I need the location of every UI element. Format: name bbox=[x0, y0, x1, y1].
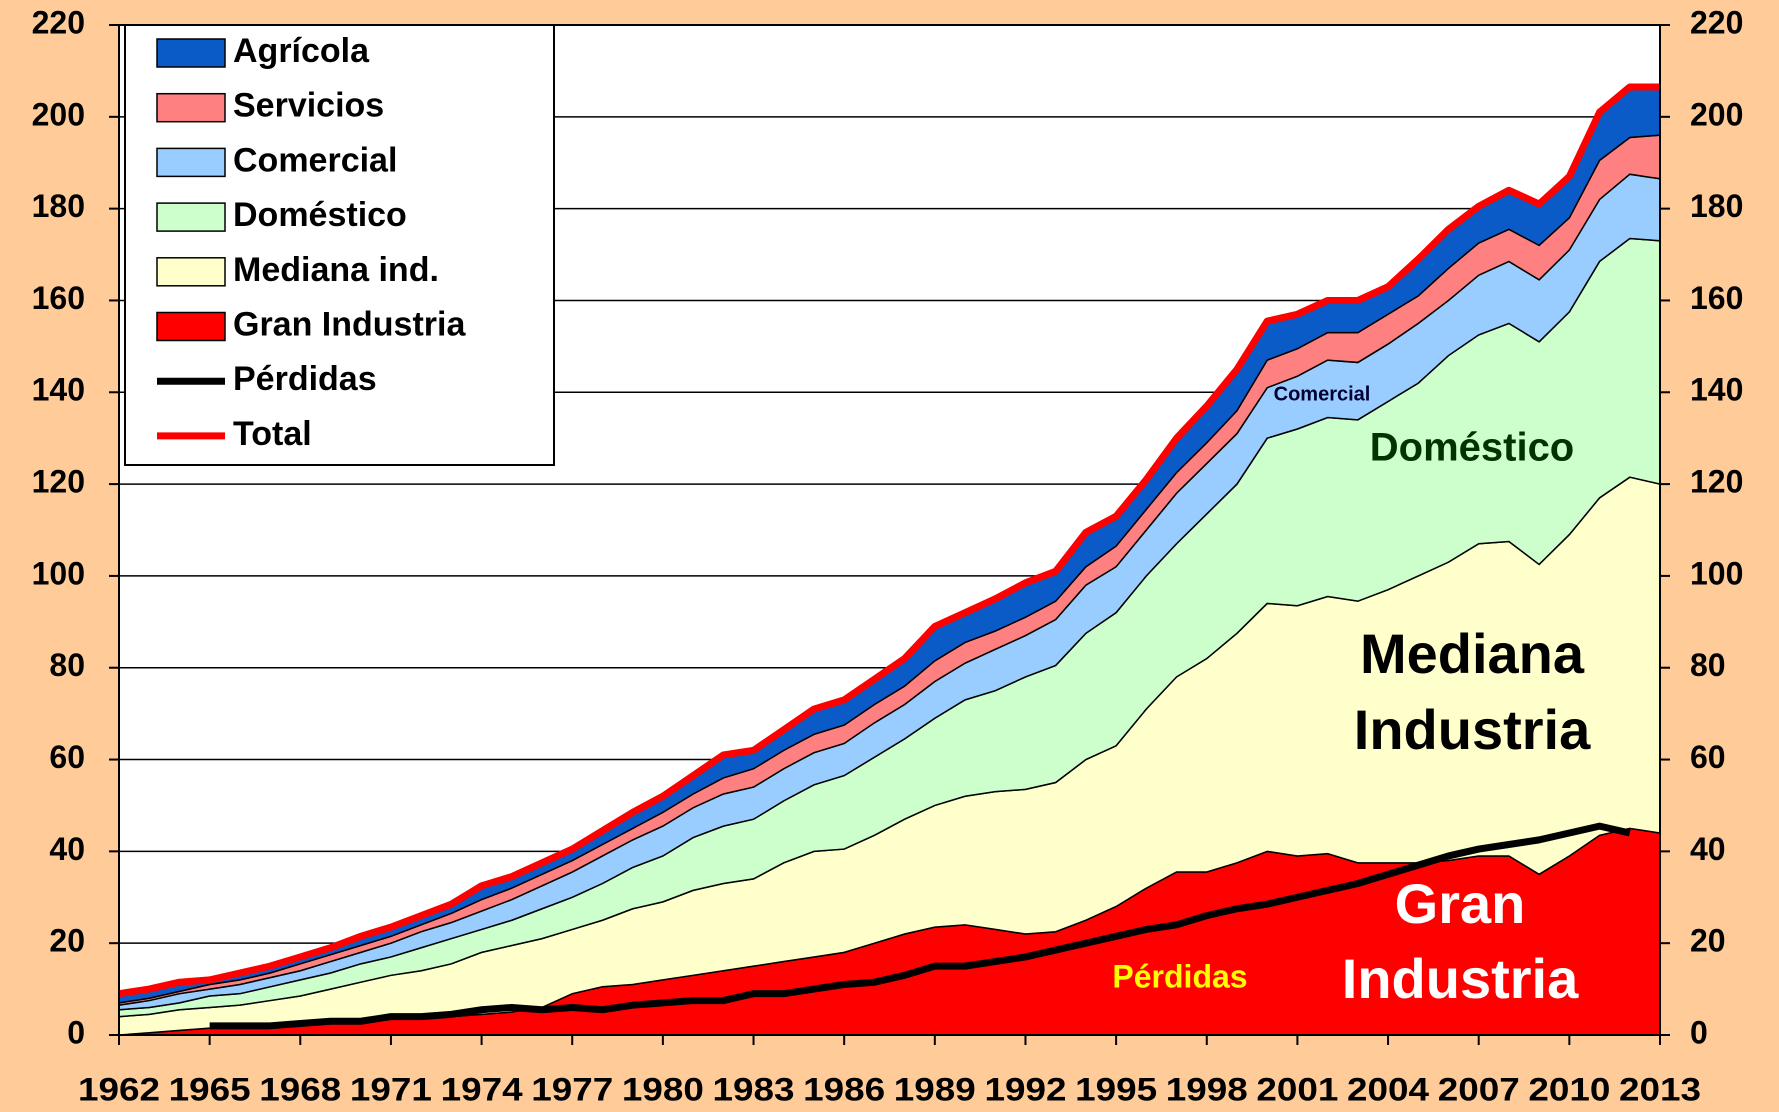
y2-tick-label: 120 bbox=[1690, 464, 1743, 500]
legend-label: Servicios bbox=[233, 87, 384, 125]
annotation: Industria bbox=[1342, 947, 1579, 1010]
legend-swatch bbox=[156, 92, 226, 123]
legend-swatch bbox=[156, 147, 226, 178]
y2-tick-label: 200 bbox=[1690, 96, 1743, 132]
line bbox=[209, 822, 1631, 1030]
x-tick-label: 1998 bbox=[1166, 1071, 1248, 1107]
y-tick-label: 180 bbox=[32, 188, 85, 224]
x-tick-label: 1983 bbox=[713, 1071, 795, 1107]
x-tick-label: 1986 bbox=[803, 1071, 885, 1107]
x-tick-label: 2001 bbox=[1256, 1071, 1338, 1107]
x-tick-label: 1977 bbox=[531, 1071, 613, 1107]
plot-border bbox=[118, 24, 1661, 1036]
x-tick-label: 2007 bbox=[1438, 1071, 1520, 1107]
legend-label: Total bbox=[233, 415, 312, 453]
legend-swatch bbox=[156, 311, 226, 342]
x-tick-label: 1974 bbox=[441, 1071, 523, 1107]
legend-label: Agrícola bbox=[233, 32, 370, 70]
y2-tick-label: 220 bbox=[1690, 4, 1743, 40]
x-tick-label: 1989 bbox=[894, 1071, 976, 1107]
annotation: Pérdidas bbox=[1112, 958, 1247, 994]
legend-label: Mediana ind. bbox=[233, 251, 439, 289]
x-tick-label: 1992 bbox=[984, 1071, 1066, 1107]
y2-tick-label: 0 bbox=[1690, 1014, 1708, 1050]
y2-tick-label: 80 bbox=[1690, 647, 1726, 683]
y-tick-label: 220 bbox=[32, 4, 85, 40]
y-tick-label: 200 bbox=[32, 96, 85, 132]
x-tick-label: 1980 bbox=[622, 1071, 704, 1107]
legend-swatch bbox=[156, 202, 226, 232]
annotation: Gran bbox=[1395, 872, 1526, 935]
annotation: Industria bbox=[1354, 698, 1591, 761]
x-tick-label: 1995 bbox=[1075, 1071, 1157, 1107]
annotation: Comercial bbox=[1274, 383, 1371, 405]
y-tick-label: 120 bbox=[32, 464, 85, 500]
x-tick-label: 1971 bbox=[350, 1071, 432, 1107]
y-tick-label: 100 bbox=[32, 555, 85, 591]
y-tick-label: 160 bbox=[32, 280, 85, 316]
legend-box bbox=[124, 24, 555, 466]
legend-label: Gran Industria bbox=[233, 305, 466, 343]
legend-swatch bbox=[156, 38, 226, 68]
y-tick-label: 20 bbox=[49, 923, 85, 959]
y2-tick-label: 20 bbox=[1690, 923, 1726, 959]
y2-tick-label: 100 bbox=[1690, 555, 1743, 591]
line bbox=[118, 83, 1660, 998]
x-tick-label: 1965 bbox=[169, 1071, 251, 1107]
y2-tick-label: 140 bbox=[1690, 372, 1743, 408]
y2-tick-label: 40 bbox=[1690, 831, 1726, 867]
y-tick-label: 60 bbox=[49, 739, 85, 775]
x-tick-label: 2013 bbox=[1619, 1071, 1701, 1107]
legend-label: Pérdidas bbox=[233, 360, 377, 398]
annotation: Mediana bbox=[1360, 622, 1585, 685]
y-tick-label: 40 bbox=[49, 831, 85, 867]
x-tick-label: 1962 bbox=[78, 1071, 160, 1107]
y2-tick-label: 160 bbox=[1690, 280, 1743, 316]
y-tick-label: 80 bbox=[49, 647, 85, 683]
legend-swatch bbox=[156, 257, 226, 287]
y-tick-label: 0 bbox=[67, 1014, 85, 1050]
y-tick-label: 140 bbox=[32, 372, 85, 408]
legend-label: Doméstico bbox=[233, 196, 407, 234]
annotation: Doméstico bbox=[1370, 426, 1575, 470]
y2-tick-label: 180 bbox=[1690, 188, 1743, 224]
x-tick-label: 2010 bbox=[1528, 1071, 1610, 1107]
x-tick-label: 1968 bbox=[259, 1071, 341, 1107]
y2-tick-label: 60 bbox=[1690, 739, 1726, 775]
x-tick-label: 2004 bbox=[1347, 1071, 1429, 1107]
legend-label: Comercial bbox=[233, 141, 397, 179]
